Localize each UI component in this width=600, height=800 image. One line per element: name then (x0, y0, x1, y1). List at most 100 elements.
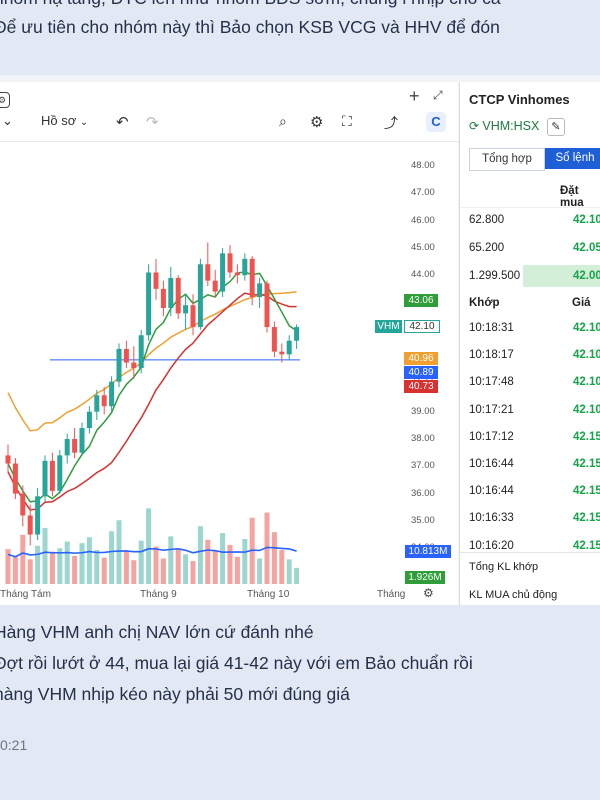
chevron-down-icon[interactable]: ⌄ (2, 113, 13, 128)
panel-tabs: Tổng hợp Sổ lệnh (469, 148, 600, 171)
trade-time: 10:17:48 (469, 376, 514, 389)
gear-icon[interactable]: ⚙ (423, 586, 434, 600)
y-axis-label: 38.00 (411, 433, 435, 444)
candle-body (35, 496, 41, 535)
undo-icon[interactable]: ↶ (116, 114, 129, 131)
volume-bar (27, 559, 33, 584)
tab-order-book[interactable]: Sổ lệnh (545, 148, 600, 169)
volume-ma-line (7, 546, 297, 558)
price-header: Giá (572, 297, 591, 309)
ma-green-tag: 43.06 (404, 294, 438, 307)
trade-time: 10:18:17 (469, 349, 514, 362)
x-axis-label: Tháng 10 (247, 589, 290, 600)
message-time: 0:21 (0, 737, 28, 753)
message-line: Đợt rồi lướt ở 44, mua lại giá 41-42 này… (0, 653, 473, 673)
y-axis-label: 48.00 (411, 160, 435, 171)
total-volume-label: Tổng KL khớp (469, 561, 539, 573)
x-axis-label: Tháng 9 (140, 589, 177, 600)
candle-body (79, 428, 85, 453)
message-line: Để ưu tiên cho nhóm này thì Bảo chọn KSB… (0, 17, 500, 37)
settings-icon[interactable]: ⚙ (0, 92, 10, 108)
volume-bar (79, 543, 85, 584)
trade-price: 42.15 (573, 539, 600, 552)
price-chart[interactable] (0, 142, 458, 602)
volume-bar (20, 534, 26, 584)
trade-time: 10:18:31 (469, 322, 514, 334)
volume-bar (212, 550, 218, 584)
candle-body (64, 439, 70, 456)
volume-bar (72, 555, 78, 584)
candle-body (5, 455, 11, 464)
gear-icon[interactable]: ⚙ (310, 114, 324, 131)
expand-icon[interactable]: ⤢ (433, 88, 443, 102)
volume-bar (35, 545, 41, 584)
volume-bar (242, 538, 248, 584)
tab-summary[interactable]: Tổng hợp (469, 148, 545, 171)
fullscreen-icon[interactable]: ⛶ (342, 113, 352, 129)
candle-body (271, 327, 277, 352)
bid-qty: 1.299.500 (469, 270, 521, 282)
y-axis-label: 46.00 (411, 214, 435, 226)
volume-bar (109, 531, 115, 584)
last-price-tag: 42.10 (404, 320, 440, 333)
volume-bar (220, 533, 226, 584)
bid-price: 42.00 (573, 270, 600, 282)
volume-bar (5, 549, 11, 584)
candle-body (138, 335, 144, 369)
candle-body (249, 258, 255, 298)
volume-bar (205, 539, 211, 584)
volume-bar (190, 561, 196, 584)
ma-orange-line (7, 291, 297, 432)
candle-body (264, 283, 270, 328)
candle-body (205, 264, 211, 281)
volume-bar (197, 526, 203, 584)
volume-bar (286, 559, 292, 584)
trade-time: 10:16:20 (469, 539, 514, 552)
ma-blue-tag: 40.89 (404, 366, 438, 379)
bid-price: 42.10 (573, 214, 600, 226)
edit-icon[interactable]: ✎ (546, 118, 565, 136)
volume-bar (294, 567, 300, 584)
candle-body (109, 381, 115, 407)
profile-menu[interactable]: Hồ sơ ⌄ (41, 113, 88, 128)
volume-ma-tag: 10.813M (405, 545, 451, 558)
candle-body (116, 348, 122, 382)
trade-price: 42.10 (573, 403, 600, 416)
y-axis-label: 39.00 (411, 405, 435, 417)
volume-bar (101, 557, 107, 584)
y-axis-label: 44.00 (411, 269, 435, 281)
candle-body (72, 439, 78, 453)
message-line: hàng VHM nhịp kéo này phải 50 mới đúng g… (0, 684, 350, 704)
volume-bar (94, 550, 100, 584)
search-zoom-icon[interactable]: ⌕ (279, 113, 287, 129)
volume-bar (116, 520, 122, 584)
ma-red-line (7, 292, 297, 511)
trade-time: 10:16:44 (469, 485, 514, 498)
trade-time: 10:16:33 (469, 512, 514, 525)
trade-time: 10:16:44 (469, 458, 514, 470)
candle-body (279, 351, 285, 355)
divider (0, 141, 458, 142)
candle-body (27, 515, 33, 535)
candle-body (146, 272, 152, 336)
app-logo-icon[interactable]: C (426, 112, 446, 132)
volume-bar (64, 541, 70, 584)
volume-bar (160, 558, 166, 584)
volume-bar (175, 549, 181, 584)
trade-time: 10:17:21 (469, 403, 514, 416)
bid-price: 42.05 (573, 242, 600, 254)
refresh-icon[interactable]: ⟳ (469, 119, 483, 133)
share-icon[interactable]: ⤴ (384, 115, 398, 131)
ticker-row: ⟳ VHM:HSX ✎ (469, 118, 565, 136)
order-book-panel: CTCP Vinhomes ⟳ VHM:HSX ✎ Tổng hợp Sổ lệ… (459, 82, 600, 605)
trade-price: 42.10 (573, 322, 600, 334)
redo-icon[interactable]: ↷ (146, 114, 159, 131)
y-axis-label: 45.00 (411, 241, 435, 253)
add-icon[interactable]: + (409, 86, 420, 106)
message-line: nhóm hạ tầng, DTC lên như nhóm BĐS sớm, … (0, 0, 501, 9)
volume-bar (57, 548, 63, 584)
divider (460, 552, 600, 553)
message-line: Hàng VHM anh chị NAV lớn cứ đánh nhé (0, 622, 314, 642)
trade-time: 10:17:12 (469, 430, 514, 443)
volume-bar (168, 536, 174, 584)
